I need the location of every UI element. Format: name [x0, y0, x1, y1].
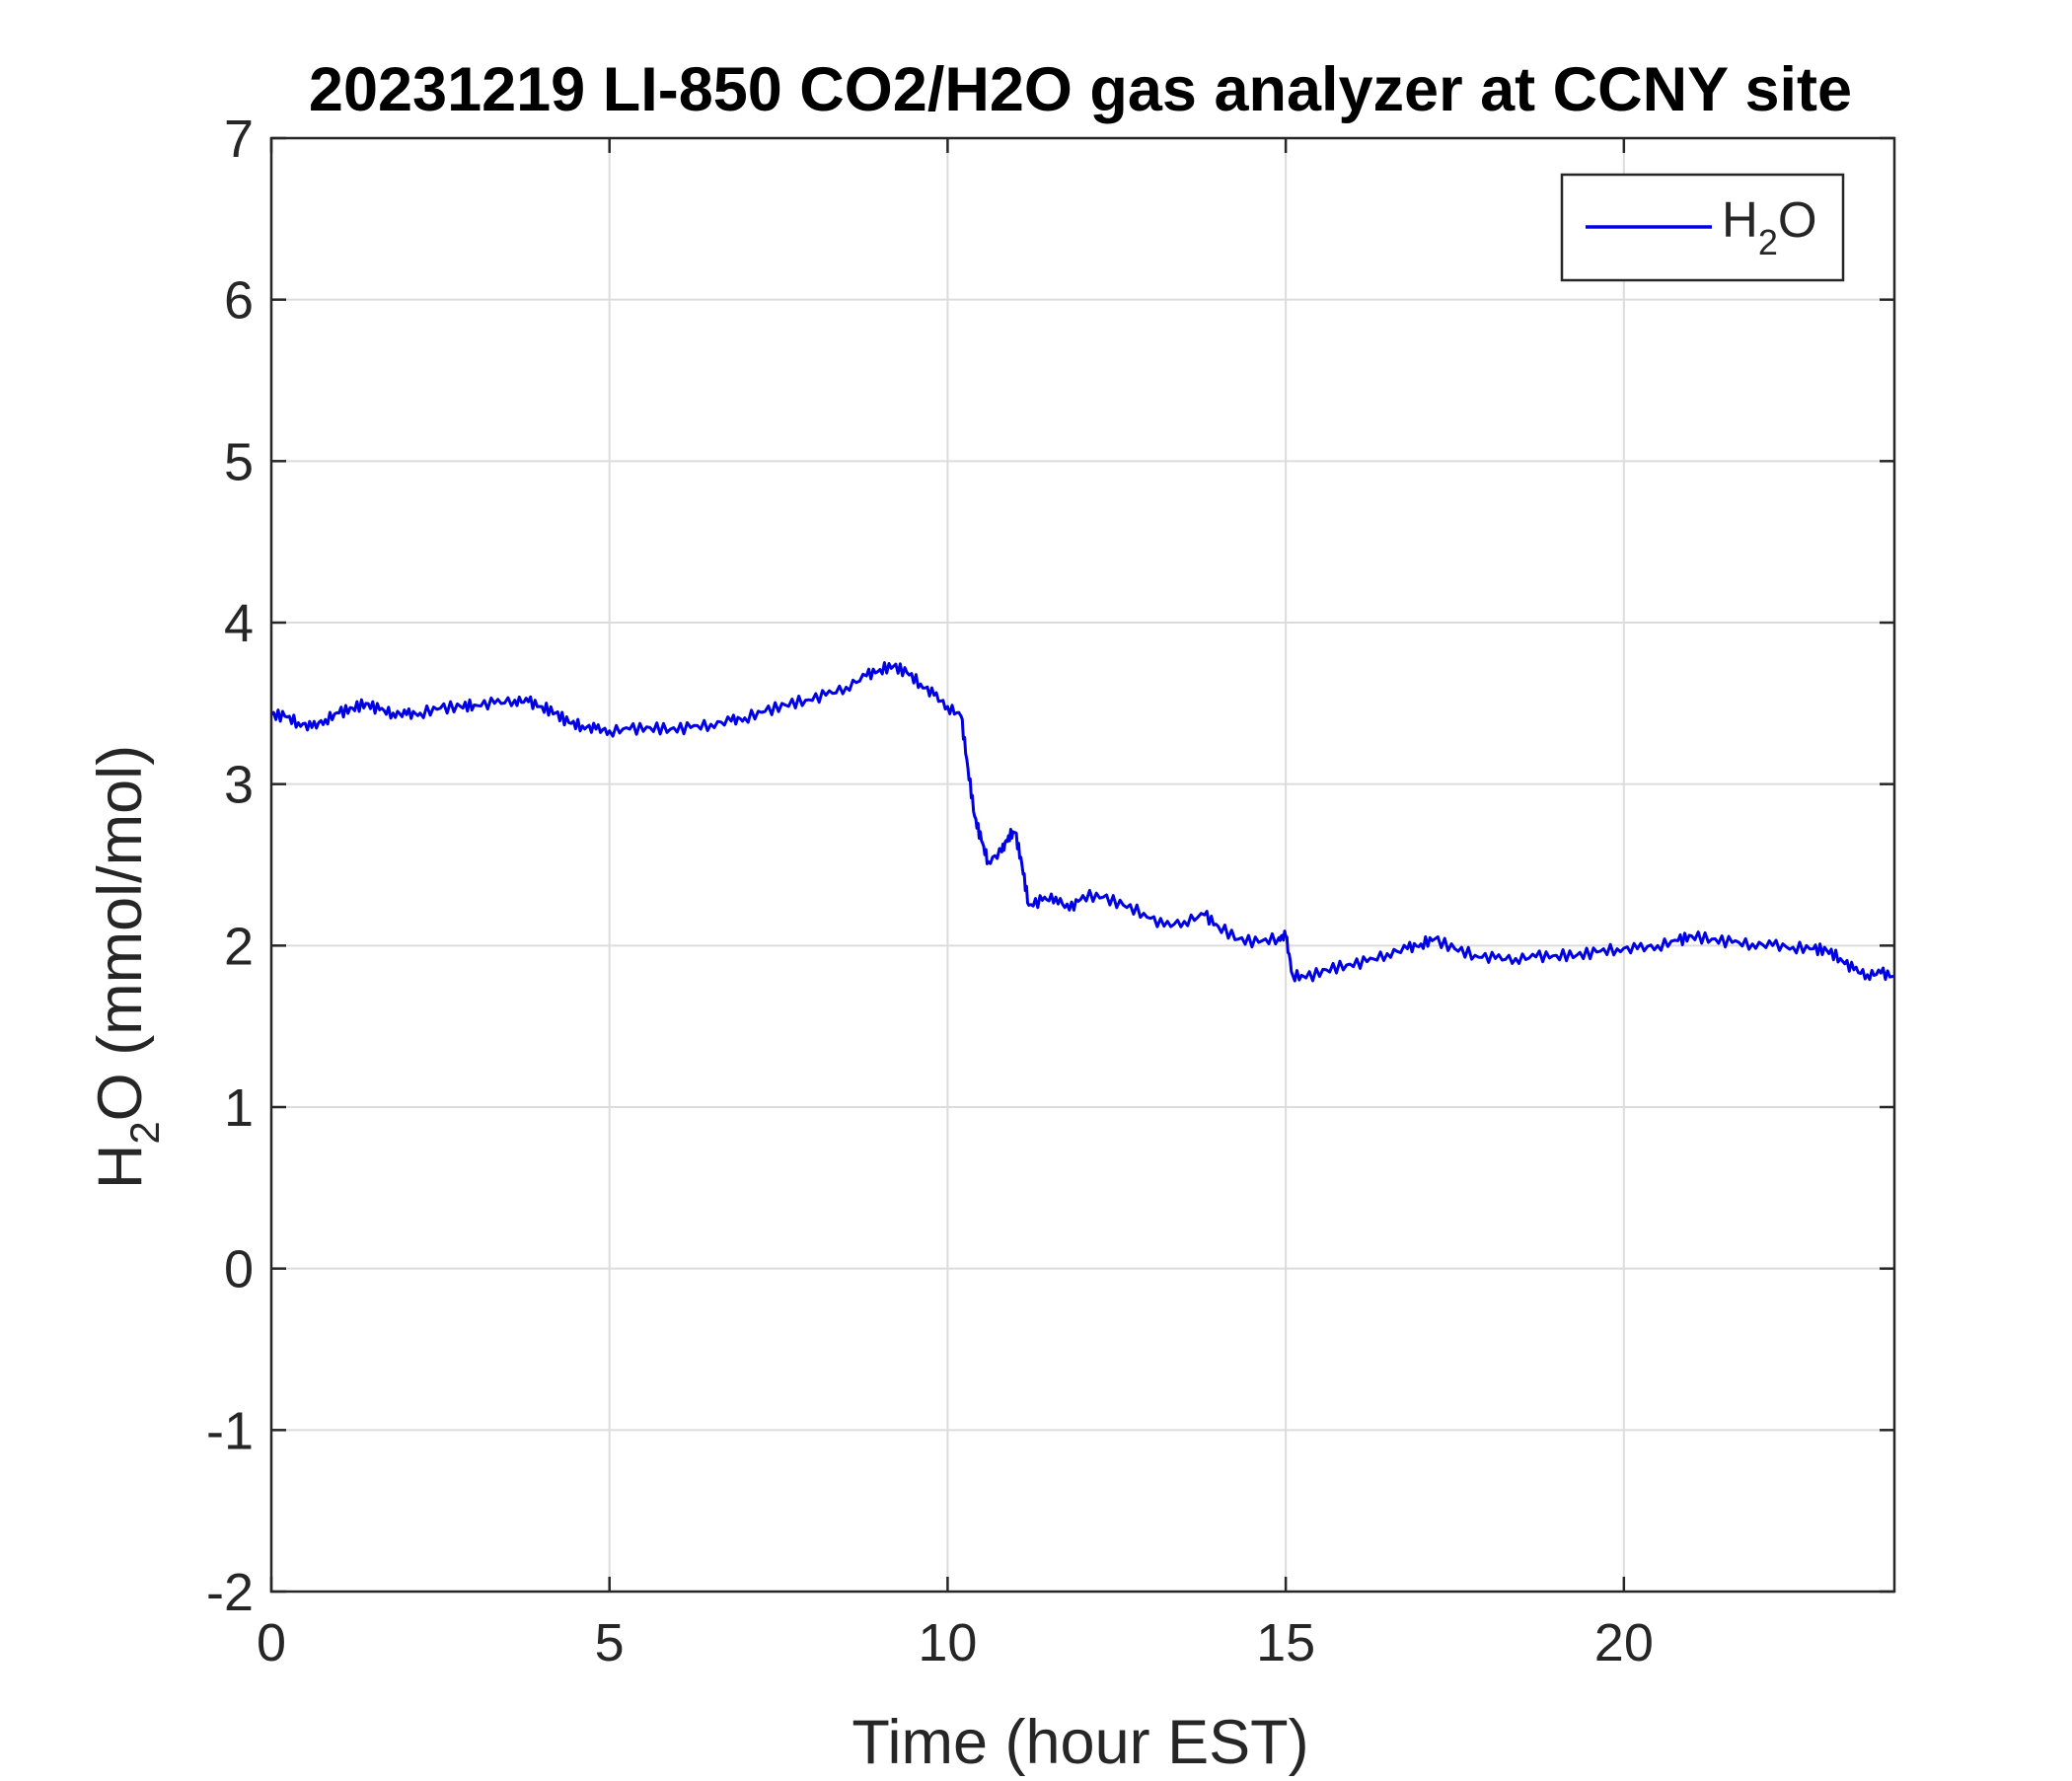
legend-label: H2O [1722, 191, 1817, 262]
x-tick-label: 0 [257, 1613, 286, 1672]
y-tick-labels: -2 -1 0 1 2 3 4 5 6 7 [206, 110, 254, 1622]
legend-label-rest: O [1778, 191, 1817, 248]
series-line-h2o [269, 661, 1895, 983]
y-tick-label: 3 [224, 756, 254, 815]
y-tick-label: -2 [206, 1563, 254, 1622]
y-tick-label: -1 [206, 1401, 254, 1460]
chart-title: 20231219 LI-850 CO2/H2O gas analyzer at … [309, 55, 1852, 124]
y-tick-label: 1 [224, 1078, 254, 1138]
legend-label-subscript: 2 [1758, 222, 1778, 262]
legend-label-main: H [1722, 191, 1758, 248]
x-tick-label: 10 [918, 1613, 977, 1672]
y-tick-label: 7 [224, 110, 254, 169]
x-axis-label: Time (hour EST) [851, 1708, 1308, 1776]
y-tick-label: 2 [224, 917, 254, 976]
y-axis-label-main: H [86, 1145, 155, 1190]
y-tick-label: 6 [224, 271, 254, 331]
legend: H2O [1560, 173, 1845, 282]
x-tick-labels: 0 5 10 15 20 [257, 1613, 1654, 1672]
y-tick-label: 0 [224, 1240, 254, 1299]
y-axis-label-rest: O (mmol/mol) [86, 745, 155, 1121]
x-tick-label: 15 [1256, 1613, 1315, 1672]
axis-ticks [269, 136, 1894, 1594]
grid-lines [271, 138, 1894, 1592]
x-tick-label: 20 [1594, 1613, 1654, 1672]
series-layer [269, 661, 1895, 983]
y-tick-label: 4 [224, 594, 254, 653]
plot-area-frame [269, 136, 1896, 1594]
y-axis-label-subscript: 2 [121, 1121, 168, 1144]
y-tick-label: 5 [224, 432, 254, 491]
y-axis-label: H2O (mmol/mol) [86, 745, 168, 1189]
x-tick-label: 5 [595, 1613, 625, 1672]
